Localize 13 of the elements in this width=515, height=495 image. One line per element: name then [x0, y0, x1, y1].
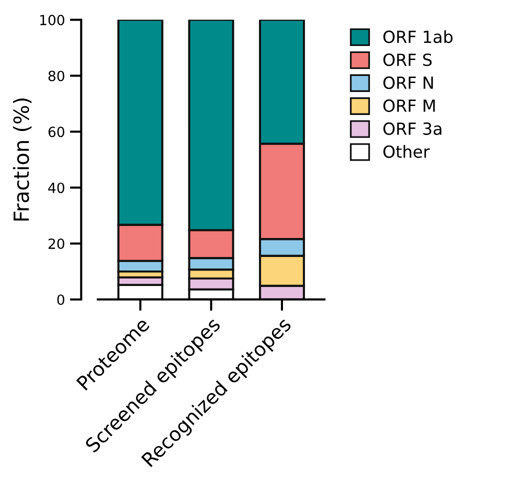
legend-label: ORF M — [383, 99, 435, 112]
legend-label: ORF 3a — [383, 122, 442, 135]
y-tick-label: 80 — [48, 70, 64, 82]
legend-label: ORF S — [383, 53, 432, 66]
legend-label: ORF N — [383, 76, 433, 90]
legend-label: Other — [383, 145, 430, 158]
y-tick-label: 40 — [48, 182, 64, 194]
y-tick-label: 100 — [40, 14, 64, 26]
y-tick-label: 0 — [57, 294, 64, 305]
y-axis-title: Fraction (%) — [12, 98, 32, 221]
legend-label: ORF 1ab — [383, 30, 453, 44]
y-tick-label: 20 — [48, 238, 64, 250]
y-tick-label: 60 — [48, 126, 64, 138]
